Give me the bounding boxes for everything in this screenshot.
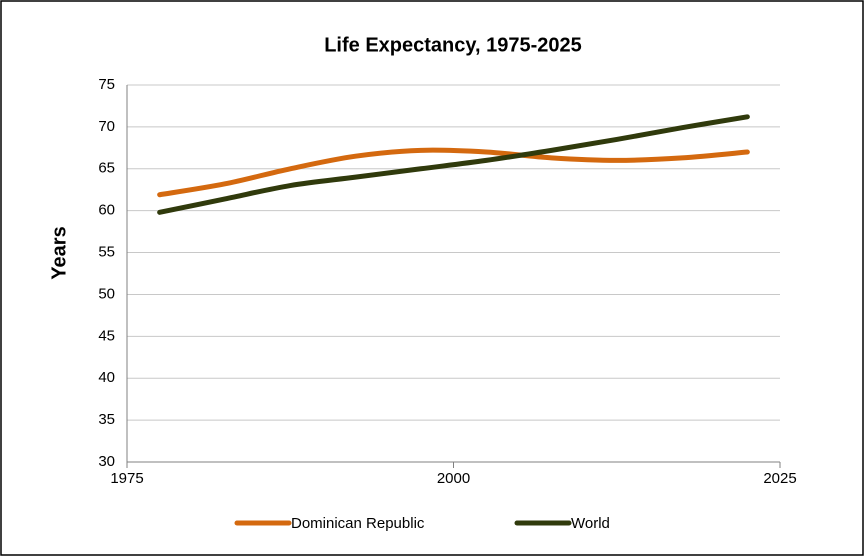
series-line — [157, 114, 750, 215]
y-tick-label: 55 — [98, 244, 115, 261]
y-tick-label: 65 — [98, 160, 115, 177]
chart-title: Life Expectancy, 1975-2025 — [324, 34, 582, 56]
y-tick-label: 30 — [98, 453, 115, 470]
series-line — [157, 147, 750, 198]
y-tick-label: 40 — [98, 369, 115, 386]
y-tick-label: 75 — [98, 76, 115, 93]
y-tick-label: 50 — [98, 285, 115, 302]
legend-label: Dominican Republic — [291, 515, 425, 532]
legend-label: World — [571, 515, 610, 532]
x-tick-label: 2000 — [437, 470, 470, 487]
x-tick-label: 1975 — [110, 470, 143, 487]
x-tick-label: 2025 — [763, 470, 796, 487]
y-tick-label: 45 — [98, 327, 115, 344]
y-tick-label: 60 — [98, 202, 115, 219]
y-tick-label: 35 — [98, 411, 115, 428]
y-tick-label: 70 — [98, 118, 115, 135]
y-axis-label: Years — [48, 226, 70, 279]
